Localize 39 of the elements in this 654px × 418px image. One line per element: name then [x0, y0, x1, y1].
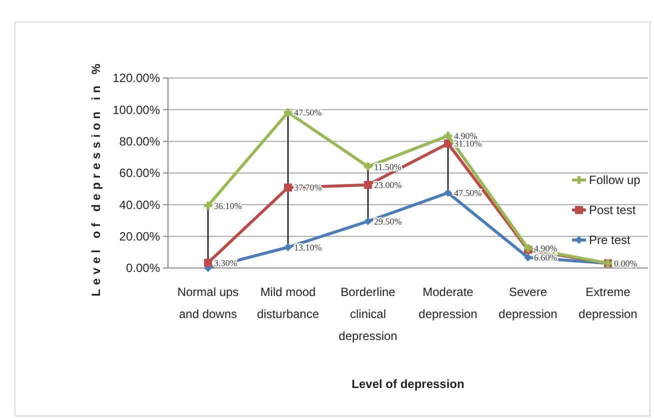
annotation: 0.00% — [614, 258, 638, 268]
annotation: 4.90% — [454, 130, 478, 141]
annotation: 36.10% — [214, 200, 242, 211]
point — [444, 188, 452, 197]
point — [522, 242, 534, 254]
y-tick-label: 20.00% — [119, 230, 160, 244]
point — [204, 258, 212, 267]
x-tick-label: Borderline clinical depression — [338, 285, 398, 343]
annotation: 31.10% — [454, 138, 482, 149]
annotation: 29.50% — [374, 216, 402, 226]
point — [362, 161, 374, 172]
annotation: 23.00% — [374, 180, 402, 190]
y-tick-label: 120.00% — [112, 71, 160, 86]
point — [364, 180, 372, 189]
legend-label: Follow up — [589, 173, 641, 188]
x-tick-label: Severe depression — [498, 285, 558, 321]
x-tick-label: Mild mood disturbance — [256, 285, 320, 321]
x-tick-label: Normal ups and downs — [177, 285, 239, 321]
point — [284, 243, 292, 252]
annotation: 47.50% — [294, 108, 322, 118]
y-tick-label: 60.00% — [119, 166, 160, 180]
y-tick-label: 100.00% — [112, 102, 160, 117]
y-tick-label: 80.00% — [119, 134, 160, 149]
point — [524, 254, 532, 262]
y-tick-label: 0.00% — [126, 261, 160, 276]
point — [442, 130, 454, 142]
legend-label: Post test — [589, 203, 636, 218]
annotation: 11.50% — [374, 162, 402, 172]
legend-label: Pre test — [589, 233, 632, 248]
x-tick-label: Extreme depression — [578, 285, 638, 321]
y-axis-title: Level of depression in % — [89, 60, 103, 296]
x-axis-title: Level of depression — [352, 377, 464, 391]
annotation: 47.50% — [454, 188, 482, 198]
point — [282, 106, 294, 118]
point — [284, 184, 292, 192]
point — [364, 217, 372, 226]
y-tick-label: 40.00% — [119, 198, 160, 212]
annotation: 13.10% — [294, 242, 322, 252]
x-tick-label: Moderate depression — [418, 285, 478, 321]
